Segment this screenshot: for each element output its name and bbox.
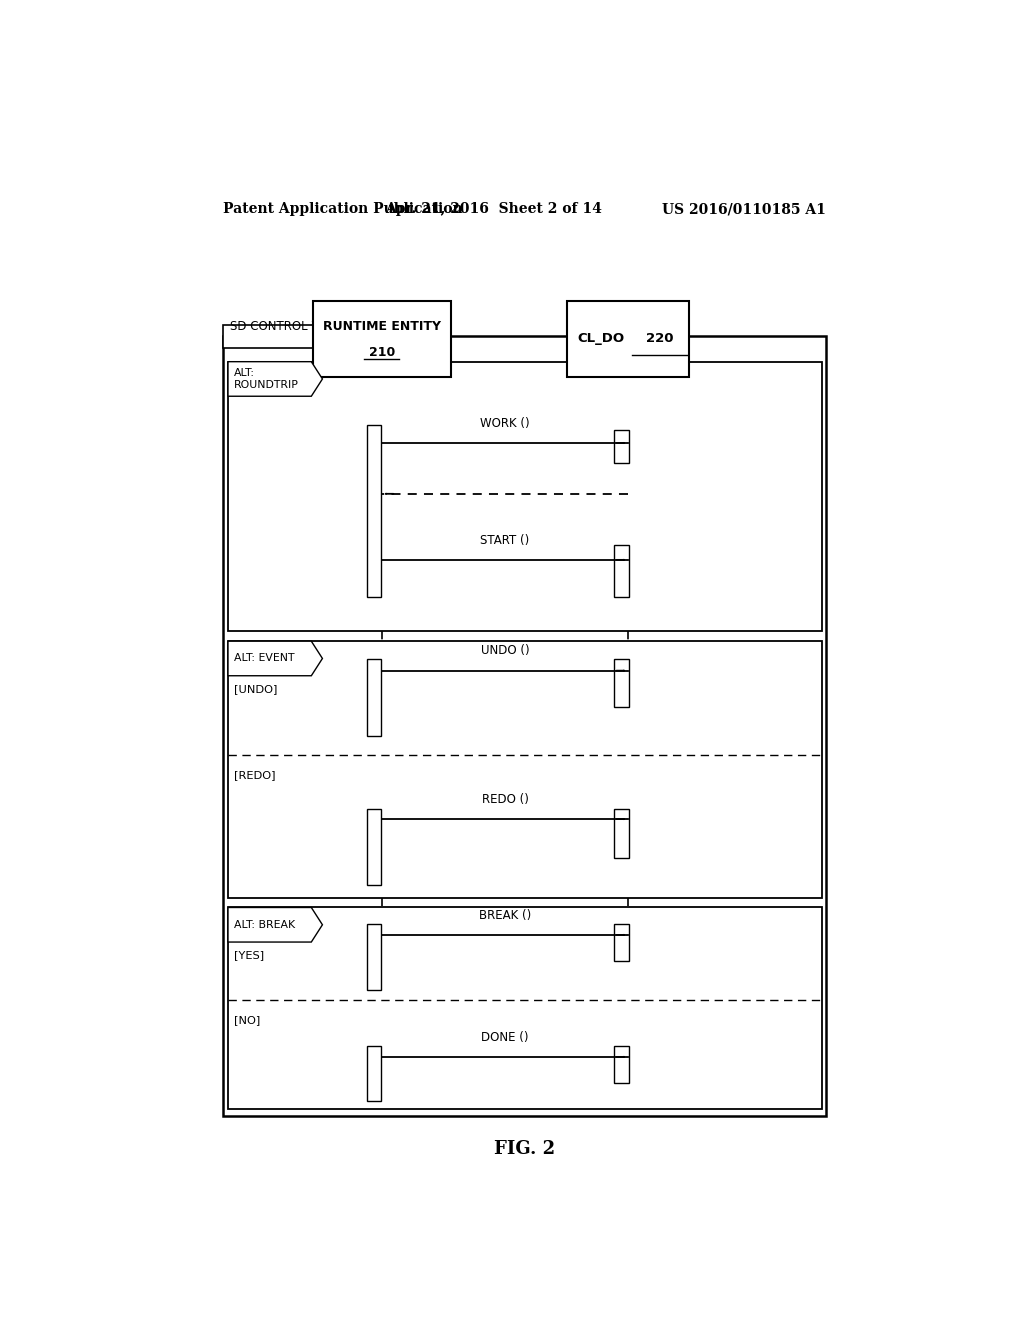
Text: [NO]: [NO] bbox=[234, 1015, 260, 1026]
Text: [UNDO]: [UNDO] bbox=[234, 684, 278, 694]
Text: UNDO (): UNDO () bbox=[480, 644, 529, 657]
Text: [REDO]: [REDO] bbox=[234, 771, 275, 780]
Text: RUNTIME ENTITY: RUNTIME ENTITY bbox=[323, 321, 441, 333]
Bar bbox=[312, 301, 452, 378]
Text: ALT:
ROUNDTRIP: ALT: ROUNDTRIP bbox=[234, 368, 299, 389]
Polygon shape bbox=[228, 907, 323, 942]
Polygon shape bbox=[228, 642, 323, 676]
Bar bbox=[228, 642, 821, 899]
Text: FIG. 2: FIG. 2 bbox=[495, 1140, 555, 1159]
Bar bbox=[367, 660, 381, 735]
Text: [YES]: [YES] bbox=[234, 950, 264, 960]
Polygon shape bbox=[228, 362, 323, 396]
Bar bbox=[567, 301, 689, 378]
Text: Apr. 21, 2016  Sheet 2 of 14: Apr. 21, 2016 Sheet 2 of 14 bbox=[385, 202, 601, 216]
Text: BREAK (): BREAK () bbox=[479, 908, 531, 921]
Text: CL_DO: CL_DO bbox=[577, 333, 624, 346]
Bar bbox=[223, 325, 350, 348]
Text: WORK (): WORK () bbox=[480, 417, 529, 430]
Text: ALT: BREAK: ALT: BREAK bbox=[234, 920, 296, 929]
Bar bbox=[614, 809, 629, 858]
Text: DONE (): DONE () bbox=[481, 1031, 528, 1044]
Bar bbox=[614, 924, 629, 961]
Bar bbox=[614, 660, 629, 708]
Bar bbox=[367, 924, 381, 990]
Bar bbox=[367, 809, 381, 886]
Text: 210: 210 bbox=[369, 346, 395, 359]
Text: Patent Application Publication: Patent Application Publication bbox=[223, 202, 463, 216]
Bar bbox=[228, 907, 821, 1109]
Text: SD CONTROL WORK: SD CONTROL WORK bbox=[229, 321, 347, 333]
Text: START (): START () bbox=[480, 533, 529, 546]
Bar bbox=[367, 425, 381, 598]
Bar bbox=[223, 337, 826, 1115]
Bar bbox=[614, 1045, 629, 1084]
Bar bbox=[367, 1045, 381, 1101]
Text: REDO (): REDO () bbox=[481, 793, 528, 805]
Bar bbox=[228, 362, 821, 631]
Text: ALT: EVENT: ALT: EVENT bbox=[234, 653, 295, 664]
Text: 220: 220 bbox=[646, 333, 674, 346]
Text: US 2016/0110185 A1: US 2016/0110185 A1 bbox=[663, 202, 826, 216]
Bar bbox=[614, 545, 629, 598]
Bar bbox=[614, 430, 629, 463]
